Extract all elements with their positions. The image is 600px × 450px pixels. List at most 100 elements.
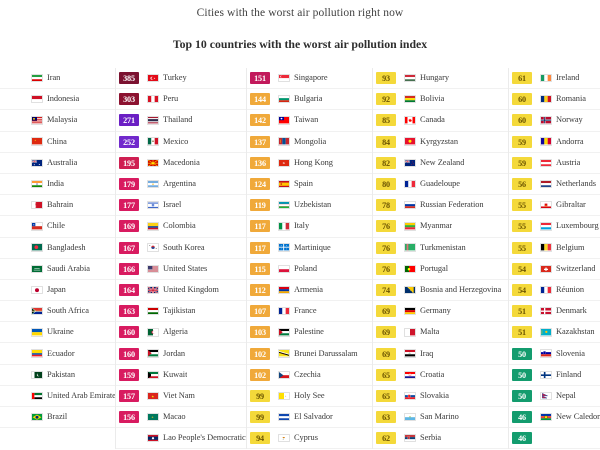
table-row[interactable]: 62 Serbia: [373, 428, 508, 450]
table-row[interactable]: 102 Czechia: [247, 365, 372, 386]
table-row[interactable]: Ecuador: [0, 343, 115, 365]
table-row[interactable]: 92 Bolivia: [373, 89, 508, 111]
table-row[interactable]: 59 Austria: [509, 153, 600, 174]
table-row[interactable]: 163 Tajikistan: [116, 301, 246, 323]
table-row[interactable]: 60 Norway: [509, 110, 600, 132]
table-row[interactable]: 78 Russian Federation: [373, 195, 508, 217]
table-row[interactable]: 46 New Caledonia: [509, 407, 600, 429]
table-row[interactable]: Bangladesh: [0, 238, 115, 259]
table-row[interactable]: 84 Kyrgyzstan: [373, 132, 508, 153]
index-value-cell: 117: [247, 241, 273, 254]
table-row[interactable]: 55 Gibraltar: [509, 195, 600, 217]
table-row[interactable]: 54 Réunion: [509, 280, 600, 302]
table-row[interactable]: 157 ★ Viet Nam: [116, 386, 246, 407]
table-row[interactable]: 65 Croatia: [373, 365, 508, 386]
status-badge: 103: [250, 326, 270, 339]
table-row[interactable]: 50 Nepal: [509, 386, 600, 407]
table-row[interactable]: 252 Mexico: [116, 132, 246, 153]
table-row[interactable]: Indonesia: [0, 89, 115, 111]
table-row[interactable]: 112 Armenia: [247, 280, 372, 302]
table-row[interactable]: 63 San Marino: [373, 407, 508, 429]
table-row[interactable]: 107 France: [247, 301, 372, 323]
page-title: Cities with the worst air pollution righ…: [196, 7, 404, 19]
table-row[interactable]: 117 Martinique: [247, 238, 372, 259]
table-row[interactable]: 271 Thailand: [116, 110, 246, 132]
table-row[interactable]: 102 ☪ Brunei Darussalam: [247, 343, 372, 365]
status-badge: 142: [250, 114, 270, 127]
table-row[interactable]: 119 Uzbekistan: [247, 195, 372, 217]
table-row[interactable]: 169 Colombia: [116, 216, 246, 238]
table-row[interactable]: 151 Singapore: [247, 68, 372, 90]
table-row[interactable]: 94 Cyprus: [247, 428, 372, 450]
table-row[interactable]: 69 Malta: [373, 322, 508, 344]
table-row[interactable]: 159 Kuwait: [116, 365, 246, 386]
table-row[interactable]: 76 Myanmar: [373, 216, 508, 238]
table-row[interactable]: 99 ⚜ Holy See: [247, 386, 372, 407]
table-row[interactable]: Australia: [0, 153, 115, 174]
table-row[interactable]: Malaysia: [0, 110, 115, 132]
table-row[interactable]: 136 ✿ Hong Kong: [247, 153, 372, 174]
table-row[interactable]: 137 Mongolia: [247, 132, 372, 153]
table-row[interactable]: Saudi Arabia: [0, 259, 115, 280]
table-row[interactable]: 69 Germany: [373, 301, 508, 323]
table-row[interactable]: 160 Algeria: [116, 322, 246, 344]
table-row[interactable]: Iran: [0, 68, 115, 90]
table-row[interactable]: Japan: [0, 280, 115, 302]
table-row[interactable]: 93 Hungary: [373, 68, 508, 90]
table-row[interactable]: 59 Andorra: [509, 132, 600, 153]
table-row[interactable]: 142 Taiwan: [247, 110, 372, 132]
flag-bangladesh: [28, 243, 45, 252]
table-row[interactable]: 124 Spain: [247, 174, 372, 196]
table-row[interactable]: Bahrain: [0, 195, 115, 217]
table-row[interactable]: 177 Israel: [116, 195, 246, 217]
table-row[interactable]: 69 اللّٰه Iraq: [373, 343, 508, 365]
table-row[interactable]: 166 United States: [116, 259, 246, 280]
table-row[interactable]: 385 ★ Turkey: [116, 68, 246, 90]
table-row[interactable]: Lao People's Democratic Repu: [116, 428, 246, 450]
table-row[interactable]: 179 Argentina: [116, 174, 246, 196]
flag-taiwan: [275, 116, 292, 125]
table-row[interactable]: 65 Slovakia: [373, 386, 508, 407]
flag-serbia: [401, 434, 418, 443]
flag-argentina: [144, 179, 161, 189]
table-row[interactable]: Pakistan: [0, 365, 115, 386]
table-row[interactable]: 76 Turkmenistan: [373, 238, 508, 259]
table-row[interactable]: South Africa: [0, 301, 115, 323]
table-row[interactable]: 76 Portugal: [373, 259, 508, 280]
table-row[interactable]: 115 Poland: [247, 259, 372, 280]
index-value-cell: 179: [116, 178, 142, 191]
flag-gibraltar: [537, 201, 554, 210]
table-row[interactable]: 50 Finland: [509, 365, 600, 386]
table-row[interactable]: 46: [509, 428, 600, 450]
table-row[interactable]: 82 New Zealand: [373, 153, 508, 174]
table-row[interactable]: 144 Bulgaria: [247, 89, 372, 111]
table-row[interactable]: 55 Belgium: [509, 238, 600, 259]
table-row[interactable]: India: [0, 174, 115, 196]
table-row[interactable]: 160 Jordan: [116, 343, 246, 365]
table-row[interactable]: 54 Switzerland: [509, 259, 600, 280]
table-row[interactable]: 61 Ireland: [509, 68, 600, 90]
table-row[interactable]: Brazil: [0, 407, 115, 429]
table-row[interactable]: 99 El Salvador: [247, 407, 372, 429]
table-row[interactable]: 303 Peru: [116, 89, 246, 111]
table-row[interactable]: 74 Bosnia and Herzegovina: [373, 280, 508, 302]
table-row[interactable]: 195 Macedonia: [116, 153, 246, 174]
table-row[interactable]: United Arab Emirates: [0, 386, 115, 407]
table-row[interactable]: ★ China: [0, 132, 115, 153]
table-row[interactable]: 167 South Korea: [116, 238, 246, 259]
country-name: Macao: [163, 412, 186, 422]
table-row[interactable]: 156 ✿ Macao: [116, 407, 246, 429]
table-row[interactable]: 50 Slovenia: [509, 343, 600, 365]
table-row[interactable]: 55 Luxembourg: [509, 216, 600, 238]
table-row[interactable]: 51 Denmark: [509, 301, 600, 323]
table-row[interactable]: 85 🍁Canada: [373, 110, 508, 132]
table-row[interactable]: 56 Netherlands: [509, 174, 600, 196]
table-row[interactable]: 80 Guadeloupe: [373, 174, 508, 196]
table-row[interactable]: 117 Italy: [247, 216, 372, 238]
table-row[interactable]: 103 Palestine: [247, 322, 372, 344]
table-row[interactable]: 164 United Kingdom: [116, 280, 246, 302]
table-row[interactable]: Ukraine: [0, 322, 115, 344]
table-row[interactable]: 60 Romania: [509, 89, 600, 111]
table-row[interactable]: ★ Chile: [0, 216, 115, 238]
table-row[interactable]: 51 Kazakhstan: [509, 322, 600, 344]
